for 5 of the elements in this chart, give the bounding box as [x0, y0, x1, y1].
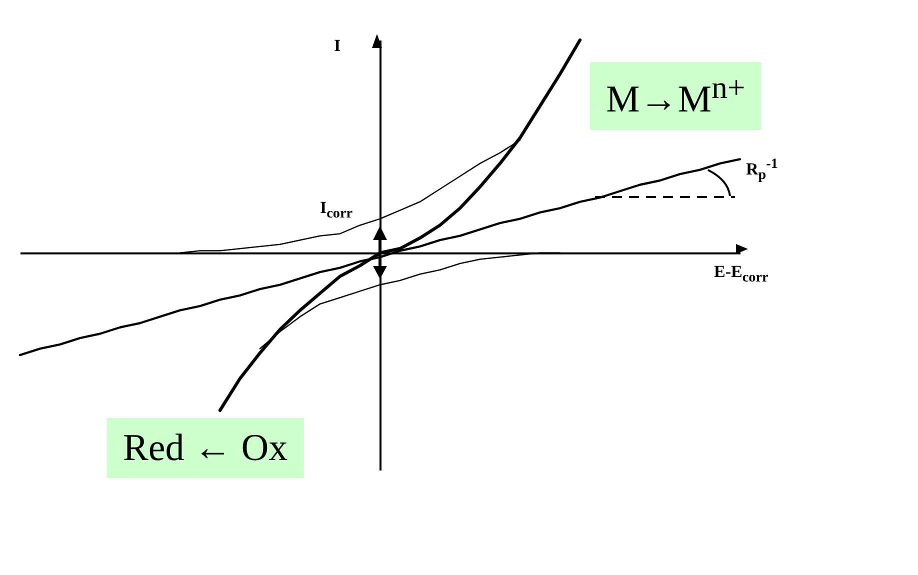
y-axis-title: I — [334, 36, 341, 56]
text: Red ← Ox — [107, 418, 304, 478]
x-axis-title: E-E$_{corr}$ — [714, 262, 768, 286]
annotation: M→M$^{n+}$ — [590, 62, 762, 130]
annotation: I$_{corr}$ — [320, 198, 353, 222]
